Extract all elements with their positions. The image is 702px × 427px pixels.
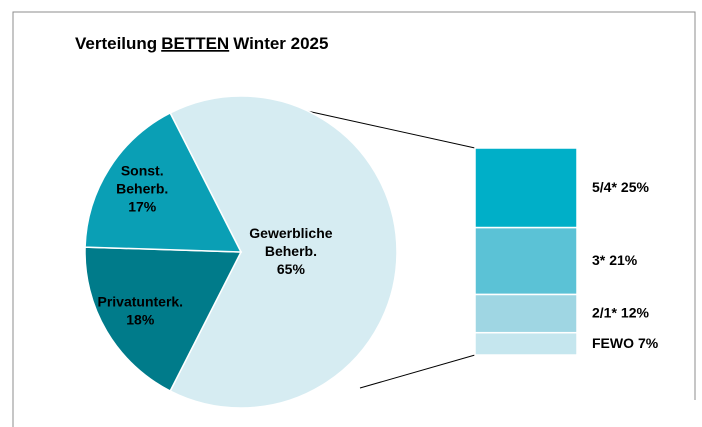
- bar-segment: [474, 147, 578, 229]
- slice-label-line: Beherb.: [265, 243, 317, 259]
- chart-title: Verteilung BETTEN Winter 2025: [75, 34, 328, 53]
- pie-slice: [84, 111, 243, 253]
- slice-value-label: 65%: [277, 261, 306, 277]
- frame: [12, 11, 696, 427]
- connector-line: [297, 108, 476, 149]
- bar-value-label: 21%: [609, 252, 638, 268]
- slice-value-label: 18%: [126, 311, 155, 327]
- slice-label-line: Beherb.: [116, 180, 168, 196]
- bar-category: 2/1*: [592, 304, 617, 320]
- bar-segment: [474, 293, 578, 334]
- pie-slice: [84, 246, 243, 393]
- slice-label-line: Sonst.: [121, 162, 164, 178]
- slice-label: Gewerbliche Beherb. 65%: [249, 225, 332, 277]
- bar-segment: [474, 331, 578, 356]
- bar-segment: [474, 226, 578, 296]
- title-part: BETTEN: [161, 34, 229, 53]
- slice-label-line: Gewerbliche: [249, 225, 332, 241]
- bar-value-label: 25%: [621, 179, 650, 195]
- slice-label: Sonst. Beherb. 17%: [116, 162, 168, 214]
- bar-category: 3*: [592, 252, 606, 268]
- bar-label: FEWO 7%: [592, 335, 659, 351]
- bar-value-label: 7%: [638, 335, 659, 351]
- bar-label: 2/1* 12%: [592, 304, 649, 320]
- bar-category: FEWO: [592, 335, 634, 351]
- title-part: Verteilung: [75, 34, 157, 53]
- slice-value-label: 17%: [128, 198, 157, 214]
- bar-category: 5/4*: [592, 179, 617, 195]
- slice-label: Privatunterk. 18%: [97, 293, 183, 327]
- connector-line: [359, 354, 476, 389]
- slice-label-line: Privatunterk.: [97, 293, 183, 309]
- pie-slice: [169, 95, 398, 409]
- bar-value-label: 12%: [621, 304, 650, 320]
- bar-label: 3* 21%: [592, 252, 638, 268]
- title-part: Winter 2025: [233, 34, 328, 53]
- bar-label: 5/4* 25%: [592, 179, 649, 195]
